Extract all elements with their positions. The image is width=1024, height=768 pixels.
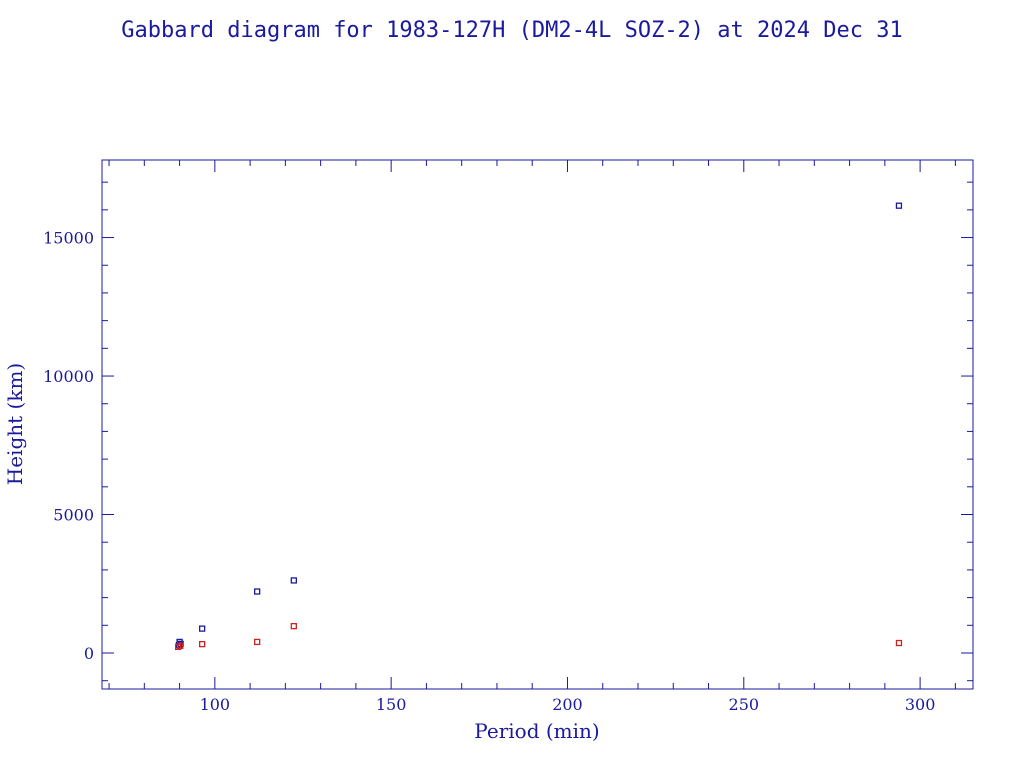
y-tick-label: 0 [84, 644, 94, 663]
x-axis-label: Period (min) [474, 719, 599, 743]
x-tick-label: 200 [552, 695, 583, 714]
perigee-point [290, 622, 297, 630]
chart-title: Gabbard diagram for 1983-127H (DM2-4L SO… [121, 18, 902, 43]
x-axis: 100 150 200 250 300 [108, 160, 956, 714]
data-points [175, 202, 903, 651]
perigee-point [895, 639, 903, 647]
x-tick-label: 300 [905, 695, 936, 714]
x-tick-label: 250 [729, 695, 760, 714]
y-axis-label: Height (km) [3, 363, 27, 485]
y-tick-label: 15000 [43, 229, 94, 248]
perigee-point [177, 642, 184, 649]
apogee-point [254, 588, 261, 595]
y-tick-label: 5000 [53, 506, 94, 525]
apogee-point [198, 625, 206, 632]
perigee-point [198, 640, 206, 648]
plot-frame [101, 159, 974, 690]
y-tick-label: 10000 [43, 367, 94, 386]
x-tick-label: 100 [200, 695, 231, 714]
apogee-point [290, 577, 297, 584]
y-axis: 0 5000 10000 15000 [43, 181, 973, 682]
perigee-point [254, 638, 261, 646]
apogee-point [895, 202, 903, 209]
x-tick-label: 150 [376, 695, 407, 714]
